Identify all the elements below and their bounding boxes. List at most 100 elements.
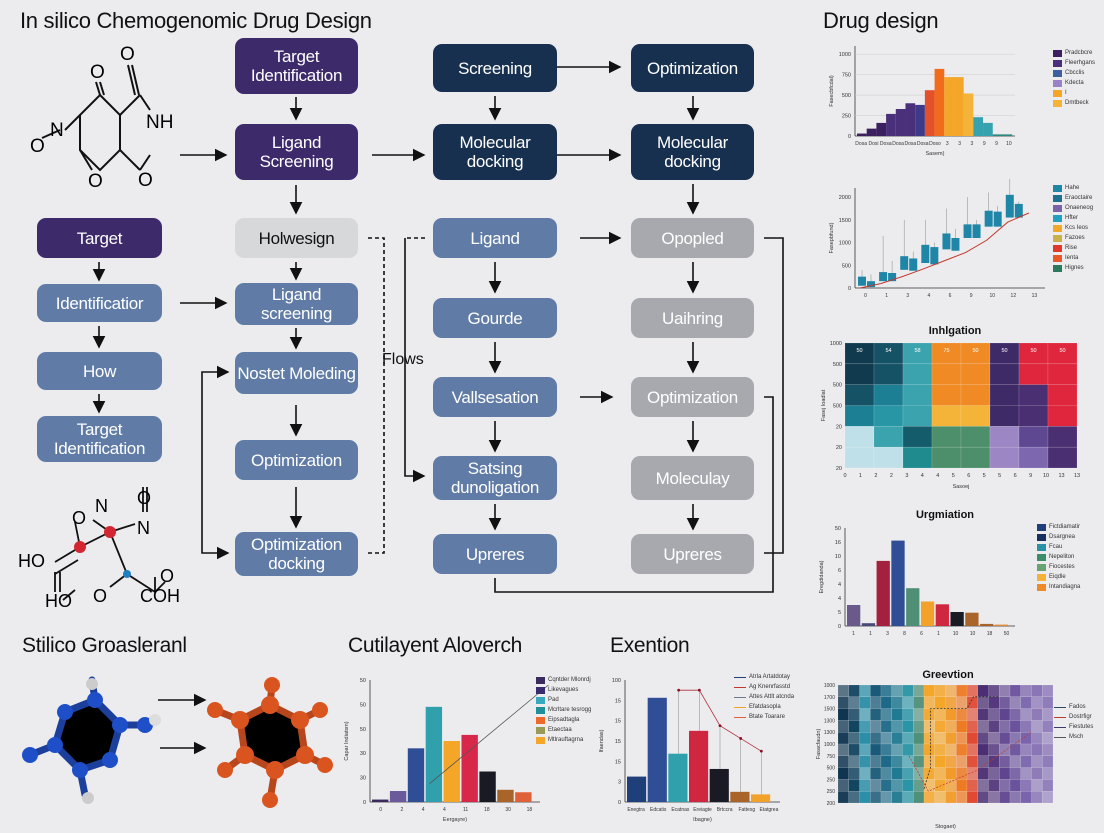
box [867,281,875,288]
x-tick-label: 2 [890,473,893,479]
series-point [739,737,743,740]
heatmap-cell [870,708,882,721]
heatmap-cell [966,720,978,733]
flow-node-target-identification[interactable]: Target Identification [37,416,162,462]
flow-node-opopled[interactable]: Opopled [631,218,754,258]
y-tick-label: 50 [360,727,366,733]
series-point [759,749,763,753]
x-tick-label: 18 [484,807,490,813]
legend-item: Atrla Artatdotay [734,672,794,682]
heatmap-cell [837,779,849,792]
chart-cutilayent-bars: 0 30 30 50 50 50 0 2 4 4 11 18 30 18 Eergayre) Capar In… [344,678,549,823]
y-tick-label: 2000 [839,195,851,201]
x-tick-label: 0 [379,807,382,813]
legend-label: Eraoctaire [1065,195,1093,201]
x-axis-label: Eergayre) [443,817,467,823]
heatmap-cell [1042,779,1054,792]
heatmap-cell [848,696,860,709]
flow-node-upreres[interactable]: Upreres [433,534,557,574]
heatmap-cell [880,755,892,768]
heatmap-cell [1042,696,1054,709]
flow-node-molecular-docking-2[interactable]: Molecular docking [631,124,754,180]
series-point [718,724,722,728]
heatmap-cell [966,755,978,768]
flow-node-optimization-2[interactable]: Optimization [631,377,754,417]
flow-node-moleculay[interactable]: Moleculay [631,456,754,500]
heatmap-cell [1009,767,1021,780]
flow-node-uaihring[interactable]: Uaihring [631,298,754,338]
legend-swatch [1037,553,1046,561]
flow-node-optimization-top[interactable]: Optimization [631,44,754,92]
flow-node-optimization[interactable]: Optimization [235,440,358,480]
atom-label: O [88,171,103,192]
heatmap-cell [844,405,875,427]
heatmap-cell [891,790,903,804]
cell-value-label: 58 [914,348,920,354]
flow-node-nostet-moleding[interactable]: Nostet Moleding [235,352,358,394]
x-tick-label: 9 [983,141,986,147]
heatmap-cell [902,720,914,733]
heatmap-cell [870,720,882,733]
x-tick-label: 3 [958,141,961,147]
flow-node-ligand[interactable]: Ligand [433,218,557,258]
heatmap-cell [859,790,871,804]
heatmap-cell [988,684,1000,698]
heatmap-cell [977,684,989,698]
legend-swatch [1053,224,1062,232]
flow-node-target-identification-top[interactable]: Target Identification [235,38,358,94]
x-tick-label: 5 [983,473,986,479]
heatmap-cell [902,426,933,448]
x-tick-label: 3 [971,141,974,147]
x-axis-label: Stogaet) [935,824,956,830]
heatmap-cell [966,696,978,709]
flow-node-ligand-screening[interactable]: Ligand screening [235,283,358,325]
bar [905,103,916,136]
flow-node-how[interactable]: How [37,352,162,390]
y-tick-label: 15 [615,739,621,745]
heatmap-cell [848,790,860,804]
x-tick-label: 3 [905,473,908,479]
heatmap-cell [1009,732,1021,745]
legend-swatch [1037,563,1046,571]
heatmap-cell [989,405,1020,427]
bar [497,789,514,802]
legend-c1: Pradcbcre Fleerhgans Cbcclis Kdecta I Dmtbeck [1053,48,1095,108]
flow-node-ligand-screening-top[interactable]: Ligand Screening [235,124,358,180]
bar [689,730,709,802]
flow-node-screening[interactable]: Screening [433,44,557,92]
flow-node-gourde[interactable]: Gourde [433,298,557,338]
x-tick-label: 0 [843,473,846,479]
flow-node-holwesign[interactable]: Holwesign [235,218,358,258]
flow-node-molecular-docking[interactable]: Molecular docking [433,124,557,180]
bar [973,117,984,136]
chart-title-greevtion: Greevtion [922,669,974,681]
flow-node-target[interactable]: Target [37,218,162,258]
x-tick-label: 0 [864,293,867,299]
heatmap-cell [999,743,1011,757]
legend-swatch [1037,543,1046,551]
flow-node-vallsesation[interactable]: Vallsesation [433,377,557,417]
y-tick-label: 0 [618,800,621,806]
legend-swatch [1037,533,1046,541]
x-tick-label: 4 [443,807,446,813]
atom-label: O [120,44,135,65]
flow-node-optimization-docking[interactable]: Optimization docking [235,532,358,576]
atom-label: O [90,62,105,83]
heatmap-cell [891,767,903,780]
heatmap-cell [870,696,882,709]
heatmap-cell [891,696,903,709]
x-tick-label: 4 [927,293,930,299]
x-tick-label: Ereiagte [693,807,712,813]
legend-item: Kcs Ieos [1053,223,1093,233]
y-tick-label: 16 [835,540,841,546]
heatmap-cell [956,720,968,733]
heatmap-cell [848,720,860,733]
heatmap-cell [837,708,849,721]
flow-node-satsing[interactable]: Satsing dunoligation [433,456,557,500]
atom-oxygen [104,526,116,538]
heatmap-cell [988,720,1000,733]
heatmap-cell [891,684,903,698]
flow-node-upreres-2[interactable]: Upreres [631,534,754,574]
flow-node-identification[interactable]: Identificatior [37,284,162,322]
legend-label: Onaeneog [1065,205,1094,211]
